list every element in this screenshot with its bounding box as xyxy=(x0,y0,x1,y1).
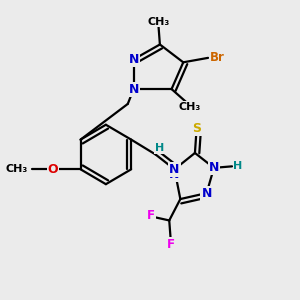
Text: N: N xyxy=(169,168,179,181)
Text: N: N xyxy=(128,53,139,66)
Text: O: O xyxy=(47,163,58,176)
Text: H: H xyxy=(155,143,164,153)
Text: Br: Br xyxy=(209,51,224,64)
Text: S: S xyxy=(192,122,201,134)
Text: N: N xyxy=(128,82,139,96)
Text: CH₃: CH₃ xyxy=(6,164,28,174)
Text: N: N xyxy=(169,163,180,176)
Text: CH₃: CH₃ xyxy=(147,16,170,27)
Text: F: F xyxy=(167,238,175,251)
Text: F: F xyxy=(147,209,155,222)
Text: N: N xyxy=(209,161,219,174)
Text: CH₃: CH₃ xyxy=(179,102,201,112)
Text: N: N xyxy=(201,187,212,200)
Text: H: H xyxy=(233,161,243,171)
